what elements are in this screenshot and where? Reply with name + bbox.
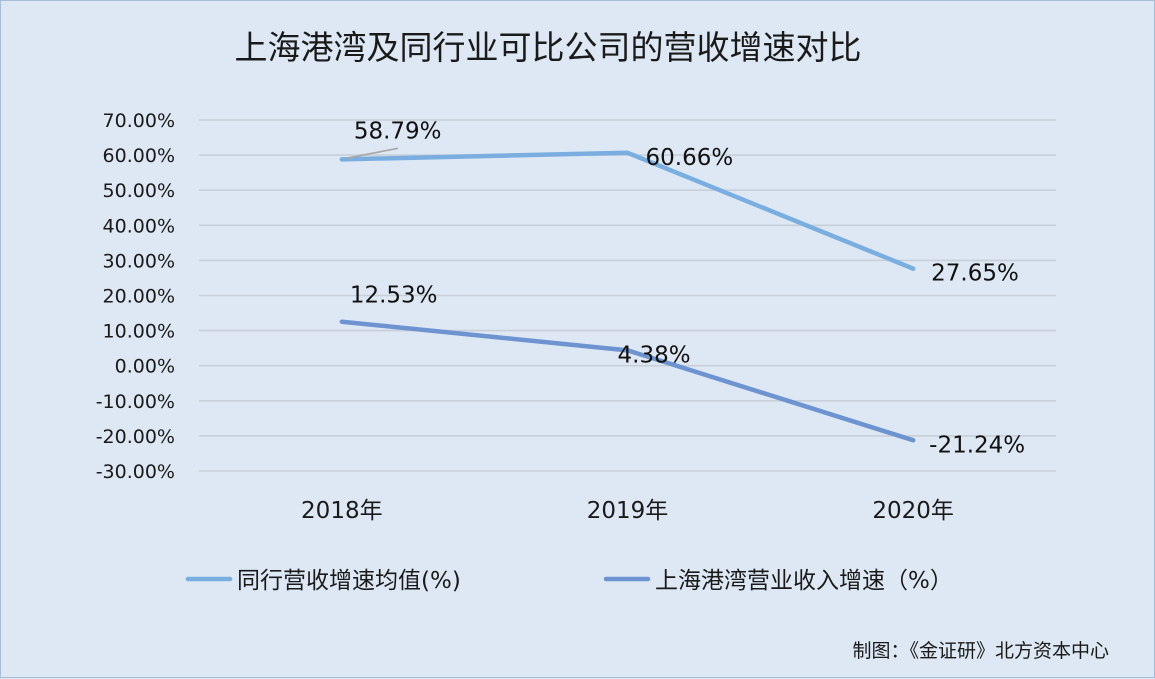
y-tick-label: 40.00%: [103, 215, 175, 237]
y-tick-label: -10.00%: [96, 391, 175, 413]
data-label: 60.66%: [646, 145, 734, 171]
y-axis-tick-labels: 70.00% 60.00% 50.00% 40.00% 30.00% 20.00% 10.0…: [96, 110, 175, 483]
gridlines: [199, 120, 1056, 471]
x-tick-label: 2020年: [872, 498, 954, 524]
legend-label: 同行营收增速均值(%): [237, 568, 461, 594]
y-tick-label: 60.00%: [103, 145, 175, 167]
legend: 同行营收增速均值(%) 上海港湾营业收入增速（%）: [188, 568, 953, 594]
data-label: 27.65%: [931, 261, 1019, 287]
y-tick-label: 70.00%: [103, 110, 175, 132]
y-tick-label: -30.00%: [96, 461, 175, 483]
y-tick-label: 30.00%: [103, 250, 175, 272]
y-tick-label: 20.00%: [103, 286, 175, 308]
chart-title: 上海港湾及同行业可比公司的营收增速对比: [235, 28, 862, 67]
y-tick-label: 10.00%: [103, 321, 175, 343]
x-tick-label: 2019年: [587, 498, 669, 524]
legend-label: 上海港湾营业收入增速（%）: [655, 568, 953, 594]
data-label: 58.79%: [354, 118, 442, 144]
series-line-1: [342, 153, 913, 269]
series-line-2: [342, 322, 913, 441]
data-label: 4.38%: [618, 342, 691, 368]
data-label: 12.53%: [350, 283, 438, 309]
x-tick-label: 2018年: [301, 498, 383, 524]
x-axis-tick-labels: 2018年 2019年 2020年: [301, 498, 954, 524]
source-note: 制图：《金证研》北方资本中心: [852, 640, 1109, 662]
y-tick-label: 50.00%: [103, 180, 175, 202]
data-labels: 58.79% 60.66% 27.65% 12.53% 4.38% -21.24%: [346, 118, 1025, 458]
y-tick-label: -20.00%: [96, 426, 175, 448]
y-tick-label: 0.00%: [115, 356, 175, 378]
data-label: -21.24%: [929, 432, 1025, 458]
